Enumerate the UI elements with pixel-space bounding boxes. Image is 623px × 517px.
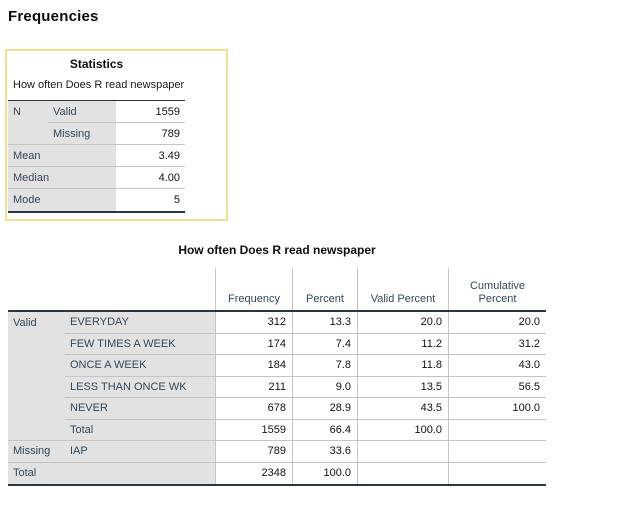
table-row: Total 1559 66.4 100.0 <box>8 419 546 441</box>
cell-frequency: 174 <box>215 333 292 355</box>
row-category-label: EVERYDAY <box>65 312 215 334</box>
cell-frequency: 789 <box>215 441 292 463</box>
row-group-label: Missing <box>8 441 65 463</box>
header-stub-spacer <box>65 268 215 310</box>
cell-frequency: 2348 <box>215 462 292 484</box>
cell-percent: 13.3 <box>292 312 357 334</box>
stat-row-label: Mean <box>8 145 116 167</box>
cell-cumulative-percent: 56.5 <box>448 376 546 398</box>
frequency-table[interactable]: How often Does R read newspaper Frequenc… <box>8 243 546 486</box>
cell-cumulative-percent: 43.0 <box>448 355 546 377</box>
cell-cumulative-percent <box>448 462 546 484</box>
cell-valid-percent: 11.8 <box>357 355 448 377</box>
stat-row-label <box>8 123 48 145</box>
stat-row-sublabel: Valid <box>48 101 116 123</box>
column-header-frequency: Frequency <box>215 268 292 310</box>
cell-valid-percent: 13.5 <box>357 376 448 398</box>
table-row: Missing 789 <box>8 123 185 145</box>
stat-row-label: N <box>8 101 48 123</box>
table-row: Total 2348 100.0 <box>8 462 546 484</box>
cell-frequency: 211 <box>215 376 292 398</box>
row-category-label: ONCE A WEEK <box>65 355 215 377</box>
table-row: N Valid 1559 <box>8 101 185 123</box>
table-row: LESS THAN ONCE WK 211 9.0 13.5 56.5 <box>8 376 546 398</box>
stat-value: 4.00 <box>116 167 185 189</box>
row-group-label: Total <box>8 462 65 484</box>
row-category-label: Total <box>65 419 215 441</box>
cell-cumulative-percent: 31.2 <box>448 333 546 355</box>
frequency-table-title: How often Does R read newspaper <box>178 243 376 257</box>
stat-row-label: Median <box>8 167 116 189</box>
cell-frequency: 312 <box>215 312 292 334</box>
cell-cumulative-percent <box>448 441 546 463</box>
output-heading: Frequencies <box>8 8 99 25</box>
table-row: Mean 3.49 <box>8 145 185 167</box>
cell-valid-percent <box>357 441 448 463</box>
header-stub-spacer <box>8 268 65 310</box>
table-row: Median 4.00 <box>8 167 185 189</box>
statistics-table-grid: N Valid 1559 Missing 789 Mean 3.49 Media… <box>8 100 185 213</box>
stat-value: 5 <box>173 194 180 206</box>
cell-percent: 66.4 <box>292 419 357 441</box>
cell-valid-percent <box>357 462 448 484</box>
cell-valid-percent: 43.5 <box>357 398 448 420</box>
row-category-label: IAP <box>65 441 215 463</box>
cell-percent: 100.0 <box>292 462 357 484</box>
stat-value: 3.49 <box>116 145 185 167</box>
table-row: ONCE A WEEK 184 7.8 11.8 43.0 <box>8 355 546 377</box>
row-group-label <box>8 419 65 441</box>
column-header-valid-percent: Valid Percent <box>357 268 448 310</box>
frequency-table-header: Frequency Percent Valid Percent Cumulati… <box>8 268 546 312</box>
cell-percent: 28.9 <box>292 398 357 420</box>
cell-percent: 9.0 <box>292 376 357 398</box>
statistics-table-caption: How often Does R read newspaper <box>13 79 185 91</box>
column-header-percent: Percent <box>292 268 357 310</box>
cell-valid-percent: 100.0 <box>357 419 448 441</box>
statistics-table-title: Statistics <box>69 57 124 71</box>
cell-cumulative-percent: 100.0 <box>448 398 546 420</box>
row-group-label <box>8 376 65 398</box>
frequency-table-body: Valid EVERYDAY 312 13.3 20.0 20.0 FEW TI… <box>8 312 546 486</box>
column-header-cumulative-percent: Cumulative Percent <box>448 268 546 310</box>
row-group-label <box>8 333 65 355</box>
cell-percent: 7.4 <box>292 333 357 355</box>
cell-cumulative-percent: 20.0 <box>448 312 546 334</box>
cell-frequency: 1559 <box>215 419 292 441</box>
stat-value: 789 <box>116 123 185 145</box>
row-category-label <box>65 462 215 484</box>
table-row: Valid EVERYDAY 312 13.3 20.0 20.0 <box>8 312 546 334</box>
cell-valid-percent: 20.0 <box>357 312 448 334</box>
cell-cumulative-percent <box>448 419 546 441</box>
stat-value: 1559 <box>116 101 185 123</box>
stat-row-label: Mode <box>8 189 116 211</box>
table-row: NEVER 678 28.9 43.5 100.0 <box>8 398 546 420</box>
cell-percent: 7.8 <box>292 355 357 377</box>
table-row: FEW TIMES A WEEK 174 7.4 11.2 31.2 <box>8 333 546 355</box>
cell-valid-percent: 11.2 <box>357 333 448 355</box>
statistics-table[interactable]: Statistics How often Does R read newspap… <box>5 49 228 221</box>
table-row: Mode 5 <box>8 189 185 211</box>
row-group-label: Valid <box>8 312 65 334</box>
cell-percent: 33.6 <box>292 441 357 463</box>
cell-frequency: 184 <box>215 355 292 377</box>
cell-frequency: 678 <box>215 398 292 420</box>
row-group-label <box>8 398 65 420</box>
stat-row-sublabel: Missing <box>48 123 116 145</box>
row-category-label: LESS THAN ONCE WK <box>65 376 215 398</box>
row-group-label <box>8 355 65 377</box>
row-category-label: FEW TIMES A WEEK <box>65 333 215 355</box>
row-category-label: NEVER <box>65 398 215 420</box>
table-row: Missing IAP 789 33.6 <box>8 441 546 463</box>
